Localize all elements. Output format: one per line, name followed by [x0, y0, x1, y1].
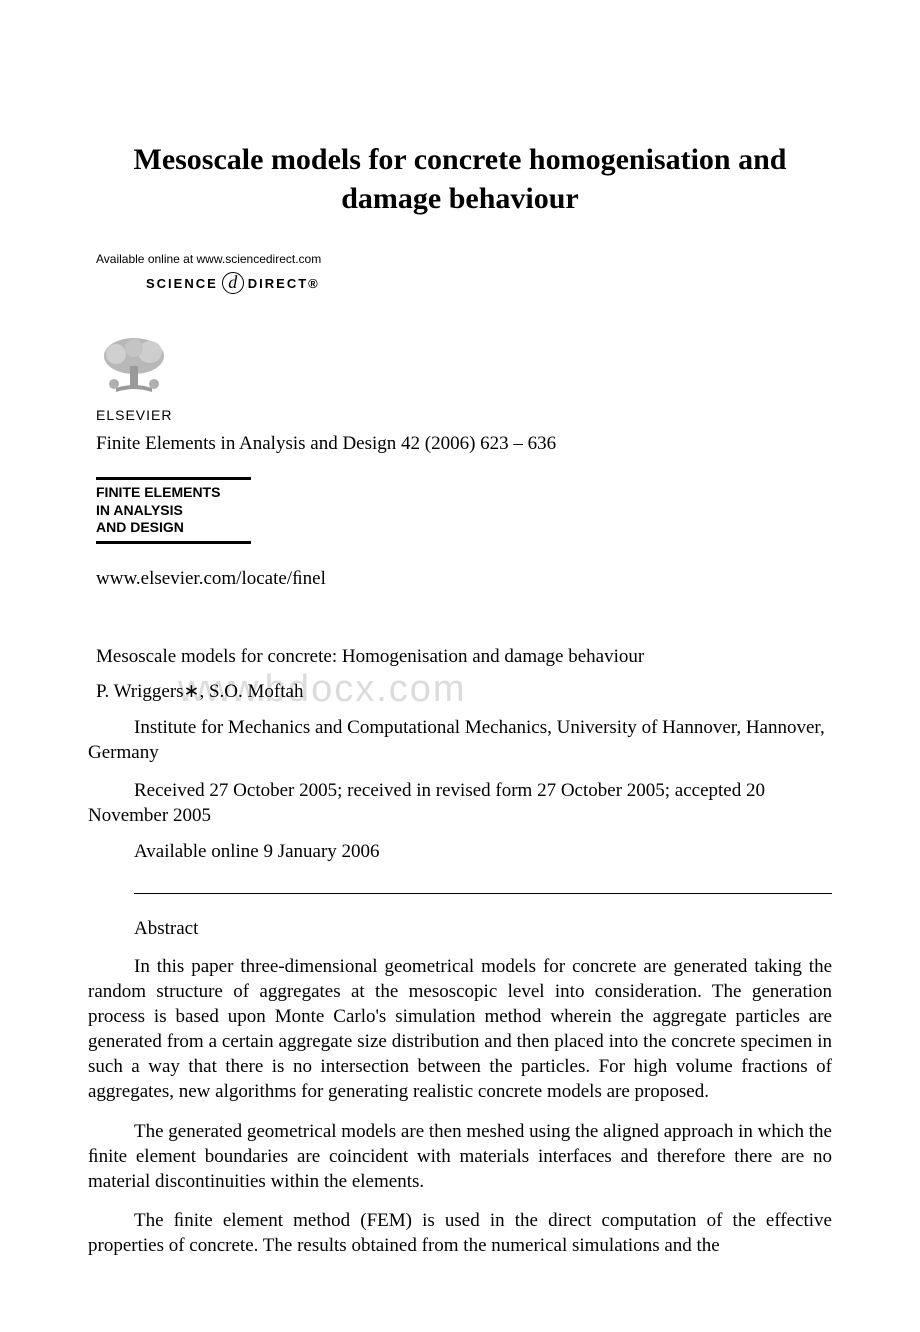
available-online: Available online 9 January 2006 — [134, 841, 832, 863]
paper-title: Mesoscale models for concrete: Homogenis… — [96, 646, 832, 668]
journal-citation: Finite Elements in Analysis and Design 4… — [96, 433, 832, 455]
sciencedirect-availability: Available online at www.sciencedirect.co… — [96, 252, 832, 266]
affiliation: Institute for Mechanics and Computationa… — [88, 715, 832, 766]
page-title: Mesoscale models for concrete homogenisa… — [88, 140, 832, 218]
journal-url: www.elsevier.com/locate/ﬁnel — [96, 568, 832, 590]
dates: Received 27 October 2005; received in re… — [88, 778, 832, 829]
divider — [134, 893, 832, 894]
sciencedirect-left: SCIENCE — [146, 276, 218, 291]
elsevier-label: ELSEVIER — [96, 407, 832, 423]
journal-name-line3: AND DESIGN — [96, 519, 251, 537]
abstract-para-3: The ﬁnite element method (FEM) is used i… — [88, 1208, 832, 1258]
sciencedirect-d-mark-icon: d — [222, 272, 244, 294]
elsevier-tree-icon — [96, 334, 172, 403]
journal-box-rule-bottom — [96, 541, 251, 544]
sciencedirect-right: DIRECT® — [248, 276, 320, 291]
elsevier-logo-block: ELSEVIER — [96, 334, 832, 423]
abstract-label: Abstract — [134, 918, 832, 940]
abstract-para-1: In this paper three-dimensional geometri… — [88, 954, 832, 1104]
authors: P. Wriggers∗, S.O. Moftah — [96, 680, 832, 703]
journal-title-box: FINITE ELEMENTS IN ANALYSIS AND DESIGN — [96, 477, 251, 544]
abstract-para-2: The generated geometrical models are the… — [88, 1119, 832, 1194]
journal-name-line1: FINITE ELEMENTS — [96, 484, 251, 502]
sciencedirect-logo: SCIENCE d DIRECT® — [146, 272, 832, 294]
journal-name-line2: IN ANALYSIS — [96, 502, 251, 520]
